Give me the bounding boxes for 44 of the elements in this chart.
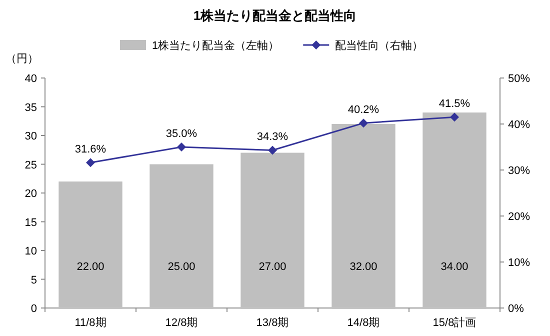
- point: [450, 112, 459, 122]
- data-label: 31.6%: [74, 144, 106, 156]
- chart-title: 1株当たり配当金と配当性向: [193, 8, 357, 23]
- y-tick-label: 40: [24, 73, 37, 85]
- y2-tick-label: 10%: [508, 257, 530, 269]
- legend-label: 配当性向（右軸）: [335, 39, 424, 52]
- y2-tick-label: 30%: [508, 165, 530, 177]
- data-label: 22.00: [76, 261, 104, 273]
- x-tick-label: 15/8計画: [432, 316, 476, 329]
- y-tick-label: 15: [24, 216, 37, 229]
- point: [177, 142, 186, 152]
- bar: [332, 124, 396, 308]
- x-tick-label: 13/8期: [256, 317, 289, 329]
- y-tick-label: 0: [30, 303, 37, 315]
- point: [86, 158, 95, 168]
- data-label: 41.5%: [438, 98, 470, 110]
- data-label: 27.00: [258, 261, 286, 273]
- y-tick-label: 20: [24, 188, 37, 200]
- bar: [150, 164, 214, 308]
- data-label: 34.00: [440, 261, 468, 273]
- y2-tick-label: 40%: [508, 119, 530, 131]
- point: [268, 146, 277, 155]
- point: [359, 118, 368, 128]
- bar: [422, 112, 486, 308]
- data-label: 32.00: [350, 261, 378, 273]
- data-label: 35.0%: [166, 128, 198, 140]
- y-tick-label: 10: [24, 246, 37, 258]
- bar: [58, 182, 122, 308]
- data-label: 40.2%: [348, 104, 380, 116]
- y-tick-label: 25: [24, 159, 37, 172]
- x-tick-label: 14/8期: [347, 317, 380, 329]
- y-tick-label: 30: [24, 130, 37, 142]
- legend-label: 1株当たり配当金（左軸）: [152, 39, 280, 52]
- data-label: 25.00: [168, 261, 196, 273]
- y-axis-title: （円）: [6, 53, 38, 65]
- y-tick-label: 35: [24, 102, 37, 114]
- data-label: 34.3%: [256, 131, 288, 144]
- y2-tick-label: 50%: [508, 73, 530, 85]
- y2-tick-label: 20%: [508, 211, 530, 223]
- bar: [240, 152, 304, 308]
- x-tick-label: 12/8期: [165, 317, 198, 329]
- x-tick-label: 11/8期: [74, 317, 106, 329]
- y2-tick-label: 0%: [508, 303, 524, 315]
- y-tick-label: 5: [30, 274, 37, 286]
